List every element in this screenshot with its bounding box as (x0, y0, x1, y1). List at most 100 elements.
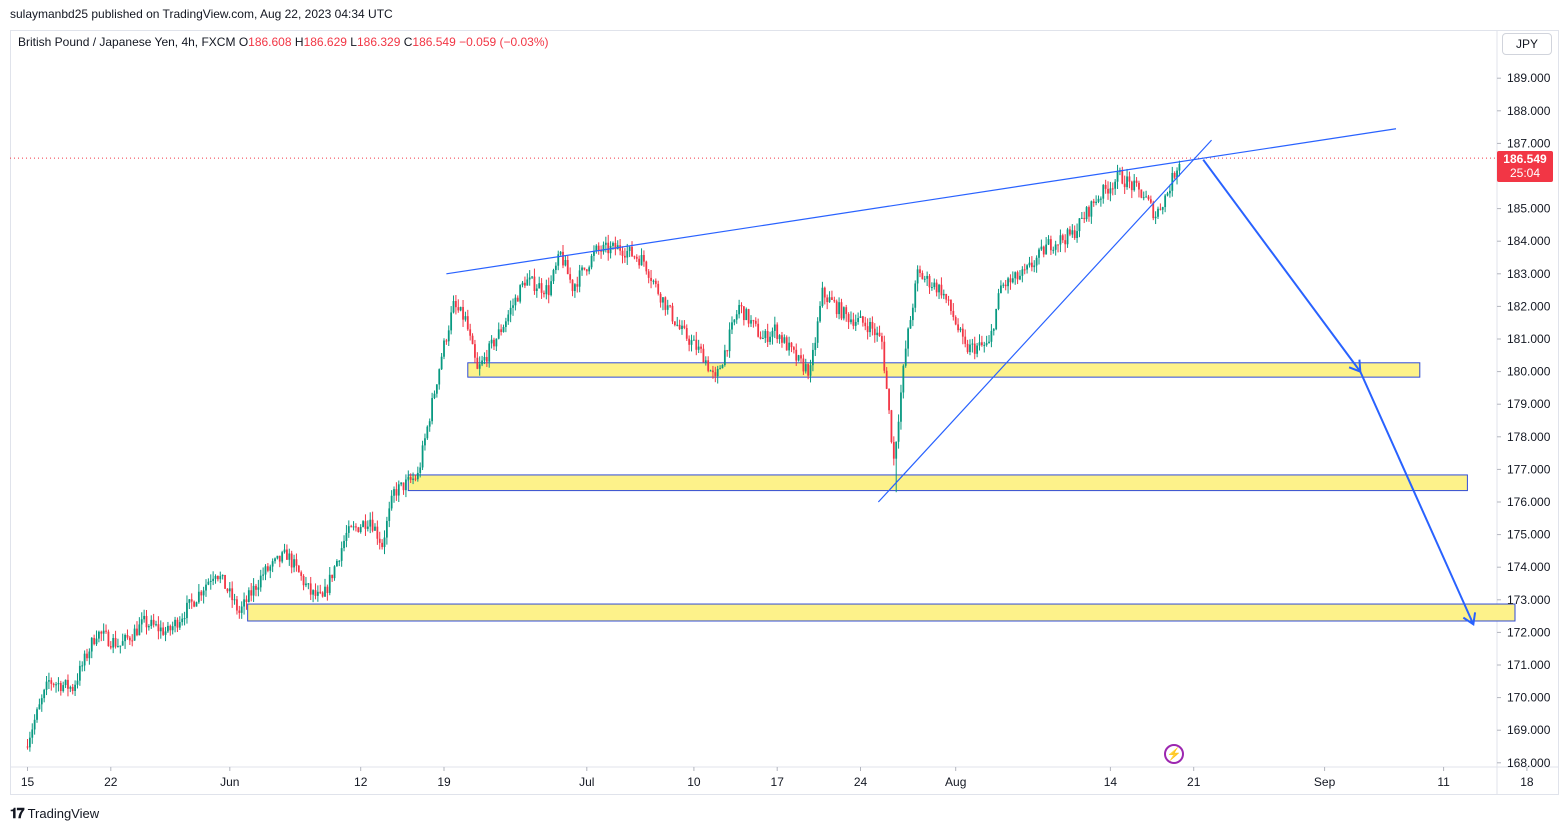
candle-body (288, 553, 291, 560)
candle-body (159, 627, 162, 632)
y-tick-label: 171.000 (1507, 658, 1551, 672)
candle-body (1038, 249, 1040, 258)
currency-button[interactable]: JPY (1502, 33, 1552, 55)
candle-body (969, 344, 971, 353)
candle-body (721, 365, 724, 369)
candle-body (585, 269, 588, 272)
candle-body (554, 265, 557, 271)
candle-body (1157, 208, 1159, 217)
candle-body (847, 314, 850, 323)
candle-body (155, 624, 157, 626)
candle-body (602, 244, 605, 252)
candle-body (117, 645, 119, 647)
candle-body (854, 321, 857, 326)
candle-body (1095, 201, 1098, 204)
candle-body (174, 619, 176, 627)
candle-body (1083, 217, 1086, 220)
candle-body (395, 489, 398, 496)
candle-body (431, 398, 433, 422)
candle-body (183, 618, 186, 620)
candle-body (1028, 262, 1031, 266)
candle-body (685, 328, 688, 339)
candle-body (1066, 229, 1069, 245)
candle-body (957, 324, 959, 331)
candle-body (950, 299, 952, 311)
candle-body (852, 319, 855, 326)
flash-icon[interactable]: ⚡ (1164, 744, 1184, 764)
legend-symbol: British Pound / Japanese Yen, 4h, FXCM (18, 35, 236, 49)
candle-body (278, 555, 281, 562)
candle-body (828, 297, 831, 303)
candle-body (1026, 265, 1028, 270)
y-tick-label: 185.000 (1507, 202, 1551, 216)
candle-body (109, 646, 112, 648)
candle-body (1145, 196, 1147, 198)
candle-body (1123, 183, 1126, 188)
candle-body (614, 242, 617, 250)
candle-body (226, 588, 229, 592)
candle-body (552, 270, 555, 282)
candle-body (371, 519, 374, 531)
candle-body (726, 350, 729, 352)
candle-body (43, 689, 46, 699)
candle-body (731, 322, 733, 330)
candle-body (217, 576, 219, 580)
candle-body (526, 279, 529, 286)
candle-body (890, 410, 893, 443)
candle-body (100, 631, 103, 634)
candle-body (1126, 176, 1128, 188)
candle-body (262, 574, 265, 576)
legend-low-label: L (350, 35, 357, 49)
candle-body (776, 324, 779, 340)
candle-body (124, 635, 126, 642)
candle-body (1040, 246, 1043, 250)
candle-body (935, 282, 938, 293)
x-tick-label: 21 (1187, 775, 1201, 789)
candle-body (1090, 201, 1093, 217)
candle-body (136, 628, 138, 636)
candle-body (1171, 172, 1174, 191)
candle-body (1073, 230, 1076, 238)
candle-body (609, 245, 612, 254)
candle-body (26, 746, 29, 748)
candle-body (719, 368, 721, 370)
candle-body (604, 242, 607, 245)
y-tick-label: 174.000 (1507, 560, 1551, 574)
candle-body (295, 559, 298, 566)
candle-body (181, 618, 184, 623)
candle-body (236, 599, 238, 611)
candle-body (1054, 244, 1057, 250)
candle-body (693, 339, 695, 341)
candle-body (654, 280, 657, 284)
candle-body (1064, 240, 1067, 245)
candle-body (297, 565, 300, 573)
legend-open-value: 186.608 (248, 35, 292, 49)
candle-body (345, 532, 348, 541)
candle-body (1169, 190, 1171, 194)
candle-body (376, 526, 379, 539)
candle-body (143, 615, 146, 620)
candle-body (628, 246, 631, 251)
candle-body (1149, 199, 1152, 203)
candle-body (519, 285, 522, 302)
candle-body (445, 340, 448, 342)
candle-body (652, 280, 655, 282)
x-tick-label: 24 (854, 775, 868, 789)
candle-body (1104, 184, 1107, 189)
time-axis: 15 22 Jun 12 19 Jul 10 17 24 Aug 14 21 Sep 11 18 (21, 767, 1534, 789)
candle-body (188, 599, 191, 603)
candle-body (190, 599, 193, 602)
candle-body (795, 349, 798, 361)
candle-body (607, 242, 610, 254)
candle-body (871, 321, 874, 329)
candle-body (50, 680, 53, 684)
tradingview-brand[interactable]: 𝟏𝟕 TradingView (10, 805, 99, 822)
candle-body (162, 627, 165, 635)
candle-body (1007, 278, 1009, 287)
candle-body (1152, 202, 1155, 219)
candle-body (145, 615, 148, 628)
candle-body (67, 679, 69, 689)
candle-body (88, 651, 91, 659)
candle-body (574, 284, 576, 292)
